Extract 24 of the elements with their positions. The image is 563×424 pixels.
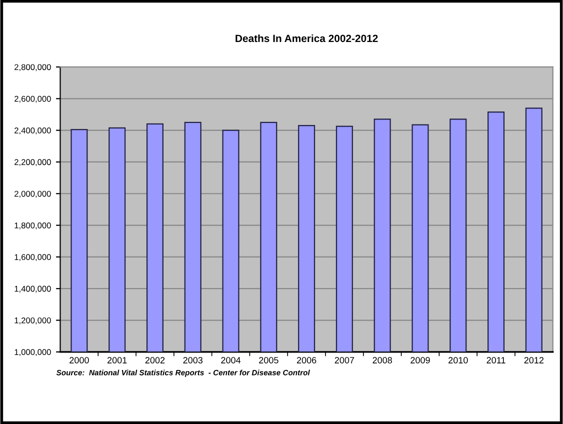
x-tick-label: 2005 <box>259 357 278 364</box>
y-tick-label: 2,000,000 <box>14 190 51 198</box>
x-tick-label: 2008 <box>372 357 392 364</box>
x-tick-label: 2004 <box>221 357 241 364</box>
x-tick-label: 2011 <box>486 357 506 364</box>
x-tick-label: 2003 <box>183 357 203 364</box>
y-tick-label: 2,800,000 <box>14 64 51 72</box>
y-tick-label: 2,400,000 <box>14 128 51 134</box>
x-tick-label: 2012 <box>524 357 544 364</box>
y-tick-label: 1,400,000 <box>14 286 51 293</box>
y-tick-label: 1,000,000 <box>14 349 51 356</box>
x-tick-label: 2007 <box>334 357 354 364</box>
x-tick-label: 2000 <box>70 357 89 364</box>
y-tick-label: 2,600,000 <box>14 96 51 103</box>
x-tick-label: 2002 <box>145 357 165 364</box>
x-tick-label: 2006 <box>296 357 316 364</box>
chart-title: Deaths In America 2002-2012 <box>236 34 378 42</box>
y-tick-label: 1,600,000 <box>14 254 51 262</box>
y-tick-label: 2,200,000 <box>14 159 51 166</box>
x-tick-label: 2009 <box>410 357 430 364</box>
x-tick-label: 2001 <box>107 357 127 364</box>
y-tick-label: 1,200,000 <box>14 317 51 324</box>
x-tick-label: 2010 <box>448 357 468 364</box>
y-tick-label: 1,800,000 <box>14 222 51 230</box>
